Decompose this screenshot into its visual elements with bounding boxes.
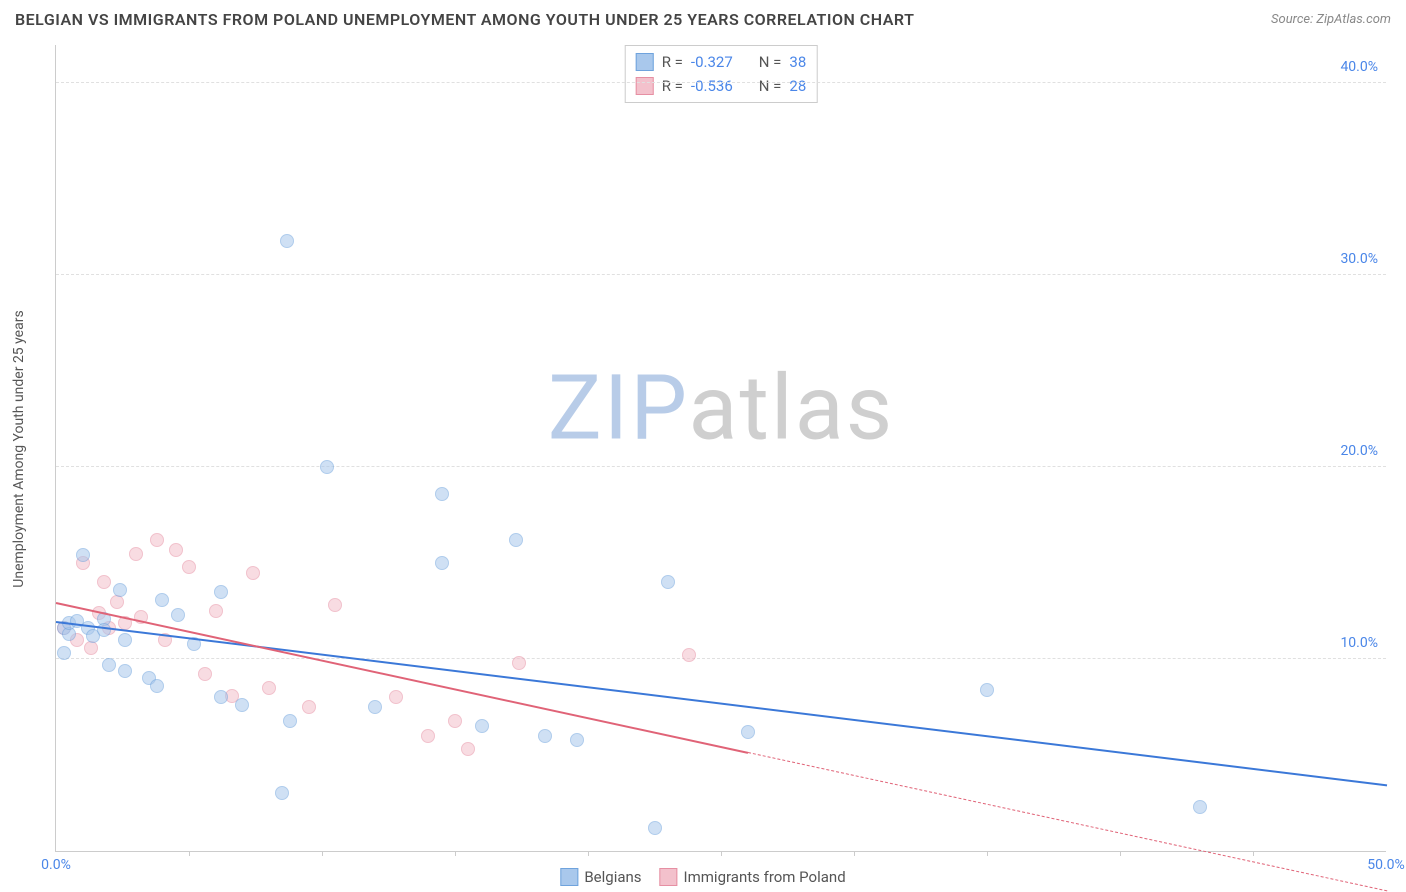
y-axis-label: Unemployment Among Youth under 25 years [11, 310, 27, 587]
stat-n-value: 38 [789, 50, 806, 74]
data-point [421, 729, 435, 743]
stat-n-label: N = [759, 50, 782, 74]
data-point [150, 533, 164, 547]
data-point [97, 575, 111, 589]
data-point [461, 742, 475, 756]
data-point [129, 547, 143, 561]
stat-row: R = -0.327 N = 38 [636, 50, 807, 74]
data-point [262, 681, 276, 695]
data-point [275, 786, 289, 800]
legend-swatch [560, 868, 578, 886]
data-point [182, 560, 196, 574]
data-point [280, 234, 294, 248]
data-point [741, 725, 755, 739]
data-point [538, 729, 552, 743]
x-tick-mark [1120, 851, 1121, 856]
x-tick-mark [1253, 851, 1254, 856]
plot-area: ZIPatlas R = -0.327 N = 38 R = -0.536 N = 28 10… [55, 45, 1386, 852]
data-point [328, 598, 342, 612]
data-point [435, 487, 449, 501]
x-tick-mark [987, 851, 988, 856]
data-point [171, 608, 185, 622]
x-tick-label: 0.0% [41, 857, 71, 873]
watermark-atlas: atlas [689, 355, 895, 460]
data-point [1193, 800, 1207, 814]
data-point [118, 664, 132, 678]
stat-r-value: -0.327 [691, 50, 733, 74]
x-tick-mark [721, 851, 722, 856]
data-point [661, 575, 675, 589]
stat-row: R = -0.536 N = 28 [636, 74, 807, 98]
gridline [56, 466, 1386, 467]
watermark-zip: ZIP [548, 355, 689, 460]
data-point [509, 533, 523, 547]
data-point [320, 460, 334, 474]
legend-swatch [636, 77, 654, 95]
data-point [435, 556, 449, 570]
data-point [209, 604, 223, 618]
data-point [648, 821, 662, 835]
x-tick-mark [189, 851, 190, 856]
data-point [113, 583, 127, 597]
stat-r-label: R = [662, 50, 683, 74]
data-point [570, 733, 584, 747]
data-point [448, 714, 462, 728]
legend-label: Immigrants from Poland [684, 868, 846, 886]
x-tick-mark [455, 851, 456, 856]
gridline [56, 82, 1386, 83]
source-label: Source: ZipAtlas.com [1271, 12, 1391, 27]
watermark: ZIPatlas [548, 355, 894, 460]
data-point [512, 656, 526, 670]
legend: Belgians Immigrants from Poland [560, 868, 845, 886]
x-tick-mark [322, 851, 323, 856]
x-tick-label: 50.0% [1367, 857, 1405, 873]
data-point [57, 646, 71, 660]
legend-item: Belgians [560, 868, 641, 886]
stat-box: R = -0.327 N = 38 R = -0.536 N = 28 [625, 45, 818, 103]
data-point [682, 648, 696, 662]
gridline [56, 274, 1386, 275]
page-title: BELGIAN VS IMMIGRANTS FROM POLAND UNEMPL… [15, 10, 914, 29]
data-point [283, 714, 297, 728]
data-point [214, 585, 228, 599]
data-point [102, 658, 116, 672]
legend-swatch [660, 868, 678, 886]
data-point [368, 700, 382, 714]
y-tick-label: 10.0% [1340, 635, 1378, 651]
data-point [246, 566, 260, 580]
data-point [475, 719, 489, 733]
data-point [302, 700, 316, 714]
data-point [389, 690, 403, 704]
stat-r-label: R = [662, 74, 683, 98]
stat-n-label: N = [759, 74, 782, 98]
stat-r-value: -0.536 [691, 74, 733, 98]
y-tick-label: 40.0% [1340, 59, 1378, 75]
stat-n-value: 28 [789, 74, 806, 98]
data-point [118, 633, 132, 647]
x-tick-mark [588, 851, 589, 856]
data-point [150, 679, 164, 693]
gridline [56, 658, 1386, 659]
data-point [214, 690, 228, 704]
data-point [980, 683, 994, 697]
y-tick-label: 30.0% [1340, 251, 1378, 267]
data-point [235, 698, 249, 712]
data-point [198, 667, 212, 681]
legend-label: Belgians [584, 868, 641, 886]
legend-swatch [636, 53, 654, 71]
x-tick-mark [854, 851, 855, 856]
y-tick-label: 20.0% [1340, 443, 1378, 459]
data-point [155, 593, 169, 607]
legend-item: Immigrants from Poland [660, 868, 846, 886]
data-point [76, 548, 90, 562]
correlation-chart: Unemployment Among Youth under 25 years … [55, 45, 1386, 852]
trend-line [56, 602, 749, 754]
data-point [169, 543, 183, 557]
